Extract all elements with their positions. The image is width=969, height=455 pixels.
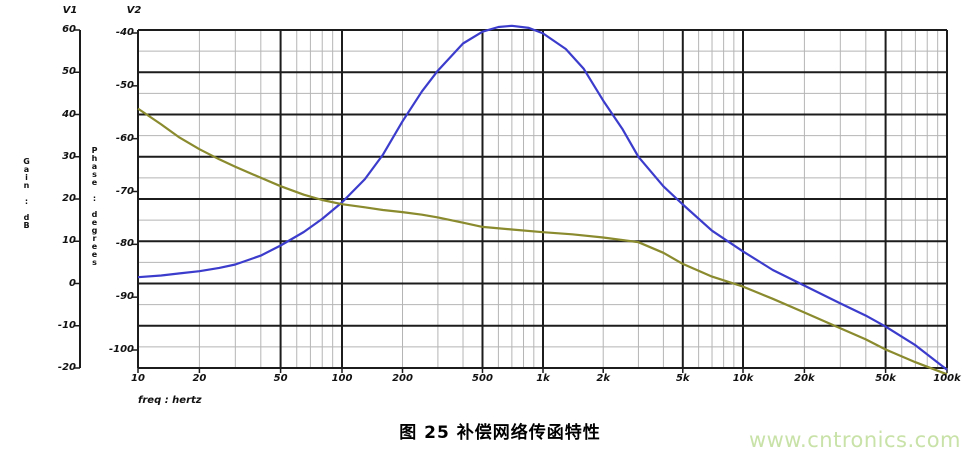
major-gridlines: [79, 29, 948, 369]
gain-tick-label: 0: [69, 277, 76, 289]
freq-tick-label: 50: [273, 373, 288, 384]
phase-tick-label: -90: [115, 291, 134, 303]
freq-tick-label: 50k: [875, 373, 896, 384]
gain-tick-label: 40: [62, 108, 76, 120]
freq-tick-label: 10k: [732, 373, 754, 384]
phase-tick-label: -60: [115, 132, 134, 144]
gain-tick-label: 10: [62, 235, 76, 247]
freq-tick-label: 1k: [536, 373, 550, 384]
freq-tick-label: 500: [472, 373, 493, 384]
phase-tick-label: -50: [115, 79, 134, 91]
figure-caption: 图 25 补偿网络传函特性: [399, 423, 601, 443]
phase-axis-title: Phase : degrees: [90, 146, 99, 266]
freq-tick-label: 100k: [933, 373, 961, 384]
v2-axis-header: V2: [126, 5, 142, 16]
freq-tick-label: 20: [192, 373, 207, 384]
gain-axis-title: Gain : dB: [22, 157, 31, 229]
phase-tick-label: -80: [115, 238, 134, 250]
gain-tick-label: -20: [57, 362, 76, 373]
phase-tick-label: -70: [115, 185, 134, 197]
freq-tick-label: 10: [131, 373, 145, 384]
axis-tick-marks: [74, 29, 948, 373]
gain-tick-label: -10: [57, 319, 76, 331]
gain-curve: [137, 24, 948, 371]
freq-tick-label: 2k: [596, 373, 610, 384]
gain-tick-label: 50: [62, 66, 76, 78]
gain-tick-label: 60: [62, 24, 76, 35]
phase-tick-label: -100: [108, 344, 134, 355]
freq-axis-title: freq : hertz: [138, 395, 202, 406]
freq-tick-label: 200: [392, 373, 413, 384]
v1-axis-header: V1: [62, 5, 78, 16]
gain-tick-label: 20: [62, 193, 76, 204]
curves: [137, 24, 948, 376]
phase-curve: [137, 107, 948, 376]
phase-tick-label: -40: [115, 27, 134, 38]
freq-tick-label: 20k: [794, 373, 815, 384]
freq-tick-label: 100: [331, 373, 353, 384]
freq-tick-label: 5k: [675, 373, 690, 384]
gain-tick-label: 30: [62, 150, 76, 162]
watermark-text: www.cntronics.com: [748, 428, 961, 452]
